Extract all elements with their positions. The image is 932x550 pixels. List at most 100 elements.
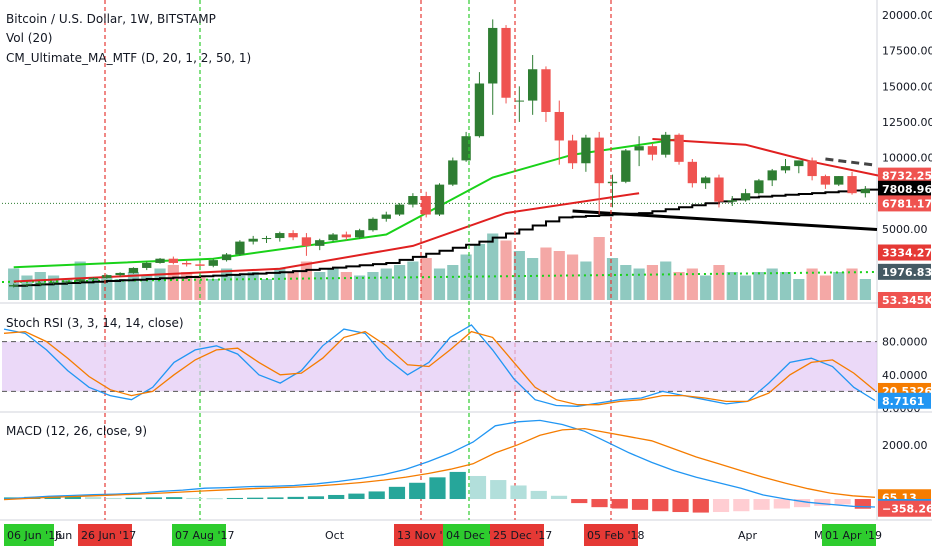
candle-body <box>527 69 538 101</box>
candle-body <box>461 136 471 161</box>
candle-body <box>181 262 192 265</box>
volume-bar <box>234 275 246 300</box>
macd-histogram-bar <box>571 499 588 504</box>
candle-body <box>488 27 498 84</box>
candle-body <box>474 83 485 137</box>
macd-histogram-bar <box>328 494 345 500</box>
volume-bar <box>646 265 659 300</box>
macd-histogram-bar <box>388 486 406 500</box>
volume-bar <box>420 258 432 300</box>
macd-series-line <box>3 427 876 501</box>
volume-bar <box>393 265 406 300</box>
candle-body <box>35 282 45 285</box>
candle-body <box>354 230 365 238</box>
volume-bar <box>819 275 832 300</box>
volume-bar <box>247 272 259 300</box>
volume-bar <box>660 261 672 300</box>
macd-histogram-bar <box>490 480 507 500</box>
macd-histogram-bar <box>267 497 284 500</box>
candle-body <box>275 233 285 239</box>
price-tag <box>878 167 931 184</box>
macd-histogram-bar <box>753 499 770 510</box>
macd-tag-label: −358.26 <box>882 503 932 516</box>
date-marker-label: 26 Jun '17 <box>81 529 136 542</box>
candle-body <box>434 184 445 215</box>
volume-bar <box>566 254 579 300</box>
date-marker-label: 06 Jun '16 <box>7 529 62 542</box>
volume-bar <box>793 279 805 300</box>
stoch-series-line <box>3 324 876 407</box>
price-tag-label: 7808.96 <box>882 183 932 196</box>
stoch-rsi-legend[interactable]: Stoch RSI (3, 3, 14, 14, close) <box>6 316 184 330</box>
volume-bar <box>274 268 286 300</box>
candle-body <box>102 275 112 278</box>
candle-body <box>634 146 644 151</box>
volume-bar <box>220 268 233 300</box>
macd-histogram-bar <box>145 497 162 500</box>
candle-body <box>168 258 179 263</box>
candle-body <box>767 170 777 181</box>
volume-bar <box>327 268 339 300</box>
volume-bar <box>340 272 352 300</box>
volume-bar <box>114 279 126 300</box>
candle-body <box>740 193 751 201</box>
volume-bar <box>167 265 179 300</box>
volume-bar <box>753 272 765 300</box>
candle-body <box>128 267 139 273</box>
macd-histogram-bar <box>712 499 730 513</box>
volume-bar <box>287 272 299 300</box>
volume-bar <box>407 261 419 300</box>
candle-body <box>700 177 711 184</box>
symbol-title[interactable]: Bitcoin / U.S. Dollar, 1W, BITSTAMP <box>6 12 216 26</box>
macd-histogram-bar <box>530 490 547 500</box>
volume-bar <box>779 272 792 300</box>
candle-body <box>208 260 218 266</box>
candle-body <box>115 272 125 276</box>
macd-histogram-bar <box>591 499 608 508</box>
candle-body <box>75 279 85 282</box>
candle-body <box>221 254 232 261</box>
price-tag <box>878 292 931 308</box>
candle-body <box>514 100 525 102</box>
candle-body <box>341 234 352 238</box>
candle-body <box>754 180 764 194</box>
price-tick-label: 5000.00 <box>882 223 928 236</box>
date-marker-tag <box>822 524 876 546</box>
price-tag <box>878 263 931 280</box>
macd-histogram-bar <box>287 496 304 500</box>
macd-histogram-bar <box>166 497 183 500</box>
macd-histogram-bar <box>206 498 223 500</box>
macd-histogram-bar <box>186 497 203 500</box>
candle-body <box>301 237 312 246</box>
volume-bar <box>726 272 738 300</box>
volume-bar <box>487 233 499 300</box>
volume-bar <box>473 244 486 300</box>
candle-body <box>780 166 791 171</box>
volume-bar <box>154 268 166 300</box>
candle-body <box>261 238 272 240</box>
volume-bar <box>859 279 871 300</box>
candle-body <box>834 176 844 185</box>
macd-legend[interactable]: MACD (12, 26, close, 9) <box>6 424 148 438</box>
ma-legend[interactable]: CM_Ultimate_MA_MTF (D, 20, 1, 2, 50, 1) <box>6 51 252 65</box>
volume-bar <box>21 275 33 300</box>
candle-body <box>142 262 152 268</box>
volume-bar <box>354 275 366 300</box>
candle-body <box>394 204 405 215</box>
macd-histogram-bar <box>854 499 871 509</box>
macd-tick-label: 2000.00 <box>882 439 928 452</box>
candle-body <box>408 196 418 205</box>
candle-body <box>288 233 298 238</box>
volume-bar <box>207 279 219 300</box>
candle-body <box>315 240 325 246</box>
volume-bar <box>766 268 778 300</box>
macd-histogram-bar <box>652 499 669 512</box>
candle-body <box>807 160 817 177</box>
candle-body <box>647 146 658 155</box>
candle-body <box>567 140 578 164</box>
macd-histogram-bar <box>449 471 466 500</box>
macd-histogram-bar <box>409 482 426 500</box>
volume-bar <box>47 275 60 300</box>
volume-legend[interactable]: Vol (20) <box>6 31 53 45</box>
price-tick-label: 12500.00 <box>882 116 932 129</box>
